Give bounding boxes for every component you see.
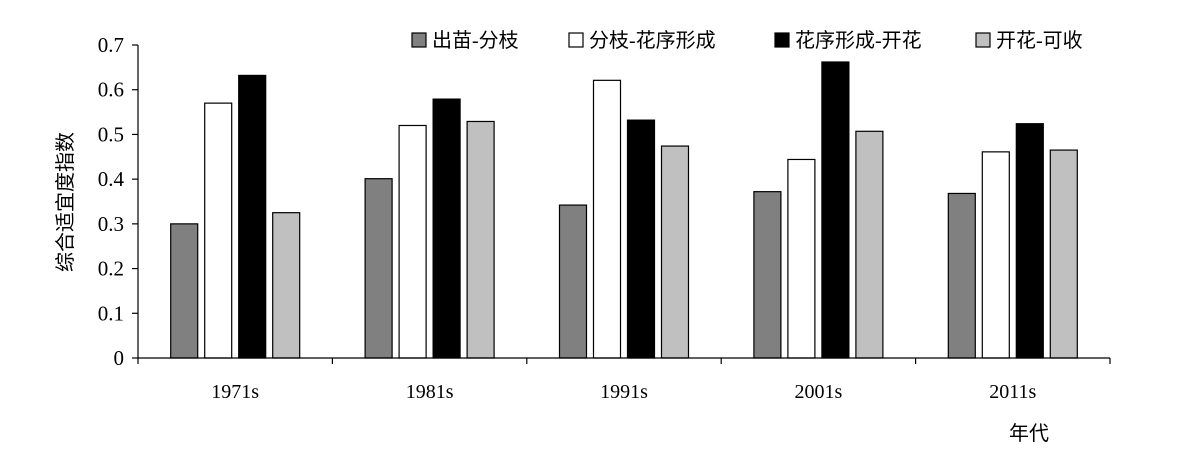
bars xyxy=(170,61,1078,359)
legend-swatch xyxy=(975,32,991,48)
legend-swatch xyxy=(568,32,584,48)
x-category-label: 1971s xyxy=(211,381,259,403)
bar xyxy=(398,124,427,359)
legend-label: 花序形成-开花 xyxy=(795,29,922,52)
legend-swatch xyxy=(411,32,427,48)
bar xyxy=(981,151,1010,359)
bar xyxy=(753,191,782,359)
y-tick-label: 0.2 xyxy=(98,257,124,281)
bar xyxy=(558,204,588,359)
x-category-label: 2011s xyxy=(989,381,1036,403)
legend-swatch xyxy=(774,32,790,48)
bar xyxy=(821,61,850,359)
x-axis: 1971s 1981s 1991s 2001s 2011s xyxy=(137,357,1111,403)
bar xyxy=(787,158,816,359)
bar xyxy=(660,145,690,359)
bar xyxy=(855,130,884,359)
bar xyxy=(364,178,393,359)
y-axis: 0 0.1 0.2 0.3 0.4 0.5 0.6 0.7 xyxy=(98,33,139,370)
y-tick-label: 0 xyxy=(114,346,125,370)
y-tick-label: 0.5 xyxy=(98,122,124,146)
y-tick-label: 0.7 xyxy=(98,33,124,57)
bar xyxy=(432,98,461,359)
legend: 出苗-分枝 分枝-花序形成 花序形成-开花 开花-可收 xyxy=(411,29,1083,52)
bar xyxy=(1015,123,1044,359)
bar xyxy=(170,223,199,359)
bar xyxy=(204,102,233,359)
x-category-label: 1981s xyxy=(406,381,454,403)
x-category-label: 2001s xyxy=(795,381,843,403)
legend-label: 分枝-花序形成 xyxy=(589,29,716,52)
y-tick-label: 0.6 xyxy=(98,78,124,102)
bar xyxy=(592,79,622,359)
y-axis-title: 综合适宜度指数 xyxy=(54,132,77,272)
bar xyxy=(272,212,301,359)
bar xyxy=(947,192,976,359)
bar xyxy=(238,74,267,359)
bar xyxy=(626,119,656,359)
y-tick-label: 0.1 xyxy=(98,301,124,325)
bar xyxy=(1049,149,1078,359)
y-tick-label: 0.3 xyxy=(98,212,124,236)
legend-label: 开花-可收 xyxy=(996,29,1083,52)
x-axis-title: 年代 xyxy=(1009,422,1049,445)
x-category-label: 1991s xyxy=(600,381,648,403)
bar xyxy=(466,120,495,359)
legend-label: 出苗-分枝 xyxy=(432,29,519,52)
y-tick-label: 0.4 xyxy=(98,167,125,191)
